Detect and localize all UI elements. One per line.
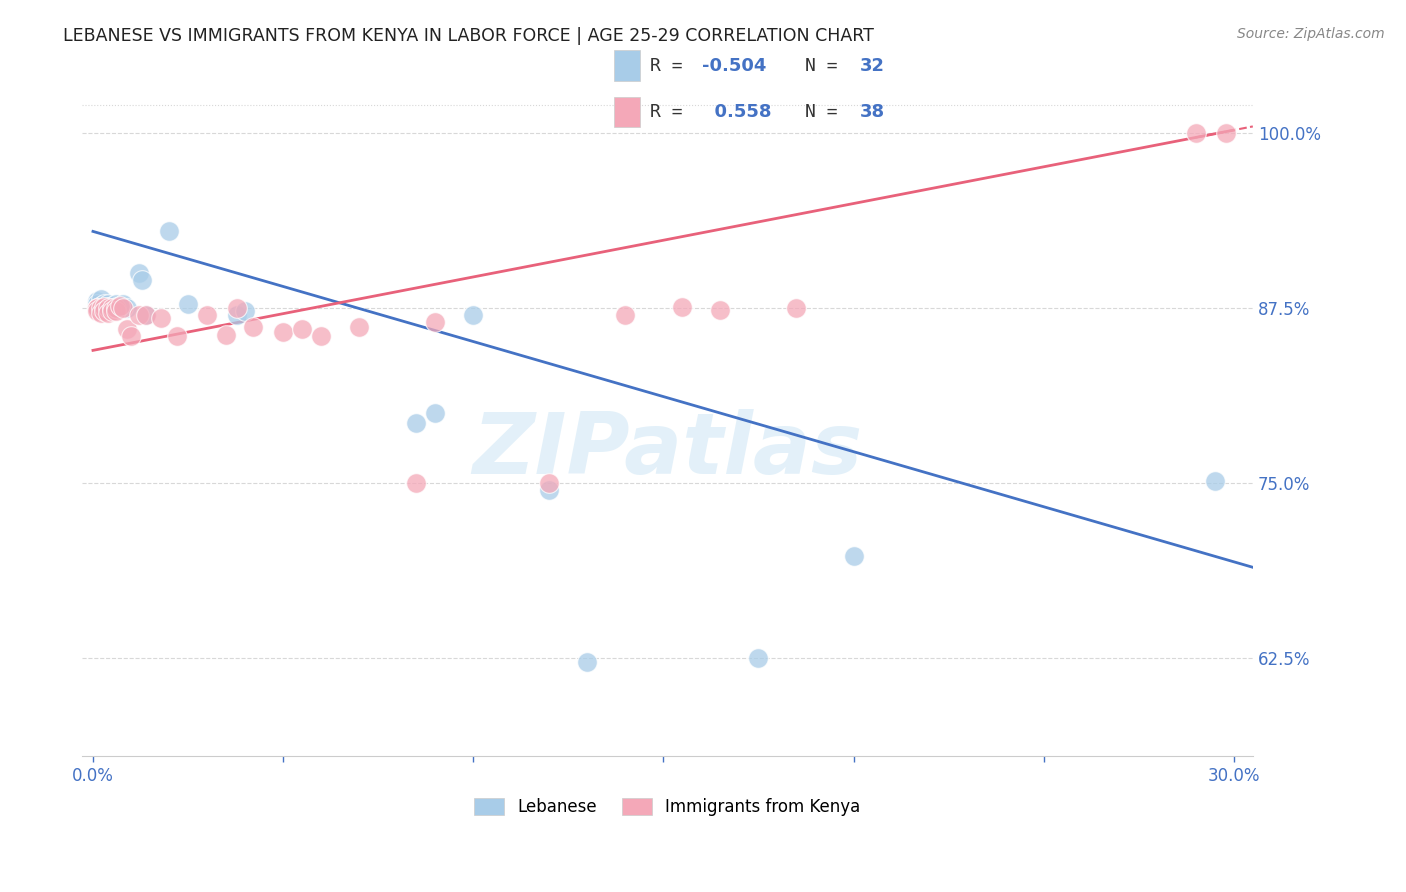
Point (101, 304, 124, 318)
Text: Source: ZipAtlas.com: Source: ZipAtlas.com (1237, 27, 1385, 41)
Point (291, 322, 314, 336)
Point (1184, 127, 1206, 141)
Point (86, 301, 108, 316)
Point (90, 305, 112, 319)
Point (128, 266, 150, 280)
Point (157, 224, 180, 238)
Point (104, 301, 127, 316)
Text: -0.504: -0.504 (702, 57, 766, 75)
Point (86, 304, 108, 318)
Point (405, 476, 427, 491)
Point (226, 309, 249, 323)
Text: ZIPatlas: ZIPatlas (472, 409, 862, 492)
Point (90, 299, 112, 313)
Point (709, 302, 731, 317)
Text: R =: R = (650, 57, 693, 75)
Point (576, 656, 599, 670)
Point (97, 305, 120, 319)
Point (101, 301, 124, 316)
Point (747, 651, 769, 665)
Point (93, 300, 115, 314)
Text: N =: N = (806, 57, 849, 75)
Point (115, 322, 138, 336)
Text: N =: N = (806, 103, 849, 121)
Point (1215, 127, 1237, 141)
Point (86, 301, 108, 316)
Point (90, 301, 112, 316)
Point (101, 301, 124, 316)
Point (166, 329, 188, 343)
Point (104, 300, 127, 314)
Text: 38: 38 (860, 103, 886, 121)
Point (112, 301, 135, 316)
Point (128, 309, 150, 323)
Point (150, 311, 173, 326)
Point (347, 319, 370, 334)
Point (309, 329, 332, 343)
Point (135, 309, 157, 323)
Text: 32: 32 (860, 57, 884, 75)
Point (86, 297, 108, 311)
Point (842, 549, 865, 563)
Point (1204, 474, 1226, 488)
Point (90, 292, 112, 306)
Bar (614, 50, 640, 81)
Point (215, 328, 238, 343)
Point (97, 300, 120, 314)
Point (104, 304, 127, 318)
Point (104, 297, 127, 311)
Point (86, 294, 108, 309)
Text: 0.558: 0.558 (702, 103, 770, 121)
Point (671, 300, 693, 314)
Point (405, 416, 427, 430)
Point (177, 297, 200, 311)
Point (233, 304, 256, 318)
Point (226, 301, 249, 316)
Point (463, 309, 485, 323)
Point (93, 297, 115, 311)
Point (90, 300, 112, 314)
Point (86, 301, 108, 316)
Point (101, 299, 124, 313)
Bar (614, 96, 640, 128)
Point (425, 315, 447, 329)
Point (108, 299, 131, 313)
Text: LEBANESE VS IMMIGRANTS FROM KENYA IN LABOR FORCE | AGE 25-29 CORRELATION CHART: LEBANESE VS IMMIGRANTS FROM KENYA IN LAB… (63, 27, 875, 45)
Text: R =: R = (650, 103, 693, 121)
Point (242, 319, 264, 334)
Point (97, 297, 120, 311)
Point (115, 301, 138, 316)
Point (120, 329, 142, 343)
Point (538, 476, 561, 491)
Point (108, 299, 131, 313)
Point (785, 301, 807, 316)
Point (97, 301, 120, 316)
Point (538, 483, 561, 498)
Point (93, 301, 115, 316)
Point (271, 325, 294, 339)
Point (93, 304, 115, 318)
Point (131, 273, 153, 287)
Point (195, 309, 218, 323)
Point (135, 309, 157, 323)
Point (112, 297, 135, 311)
Point (614, 309, 637, 323)
Point (425, 406, 447, 420)
Legend: Lebanese, Immigrants from Kenya: Lebanese, Immigrants from Kenya (467, 791, 868, 822)
